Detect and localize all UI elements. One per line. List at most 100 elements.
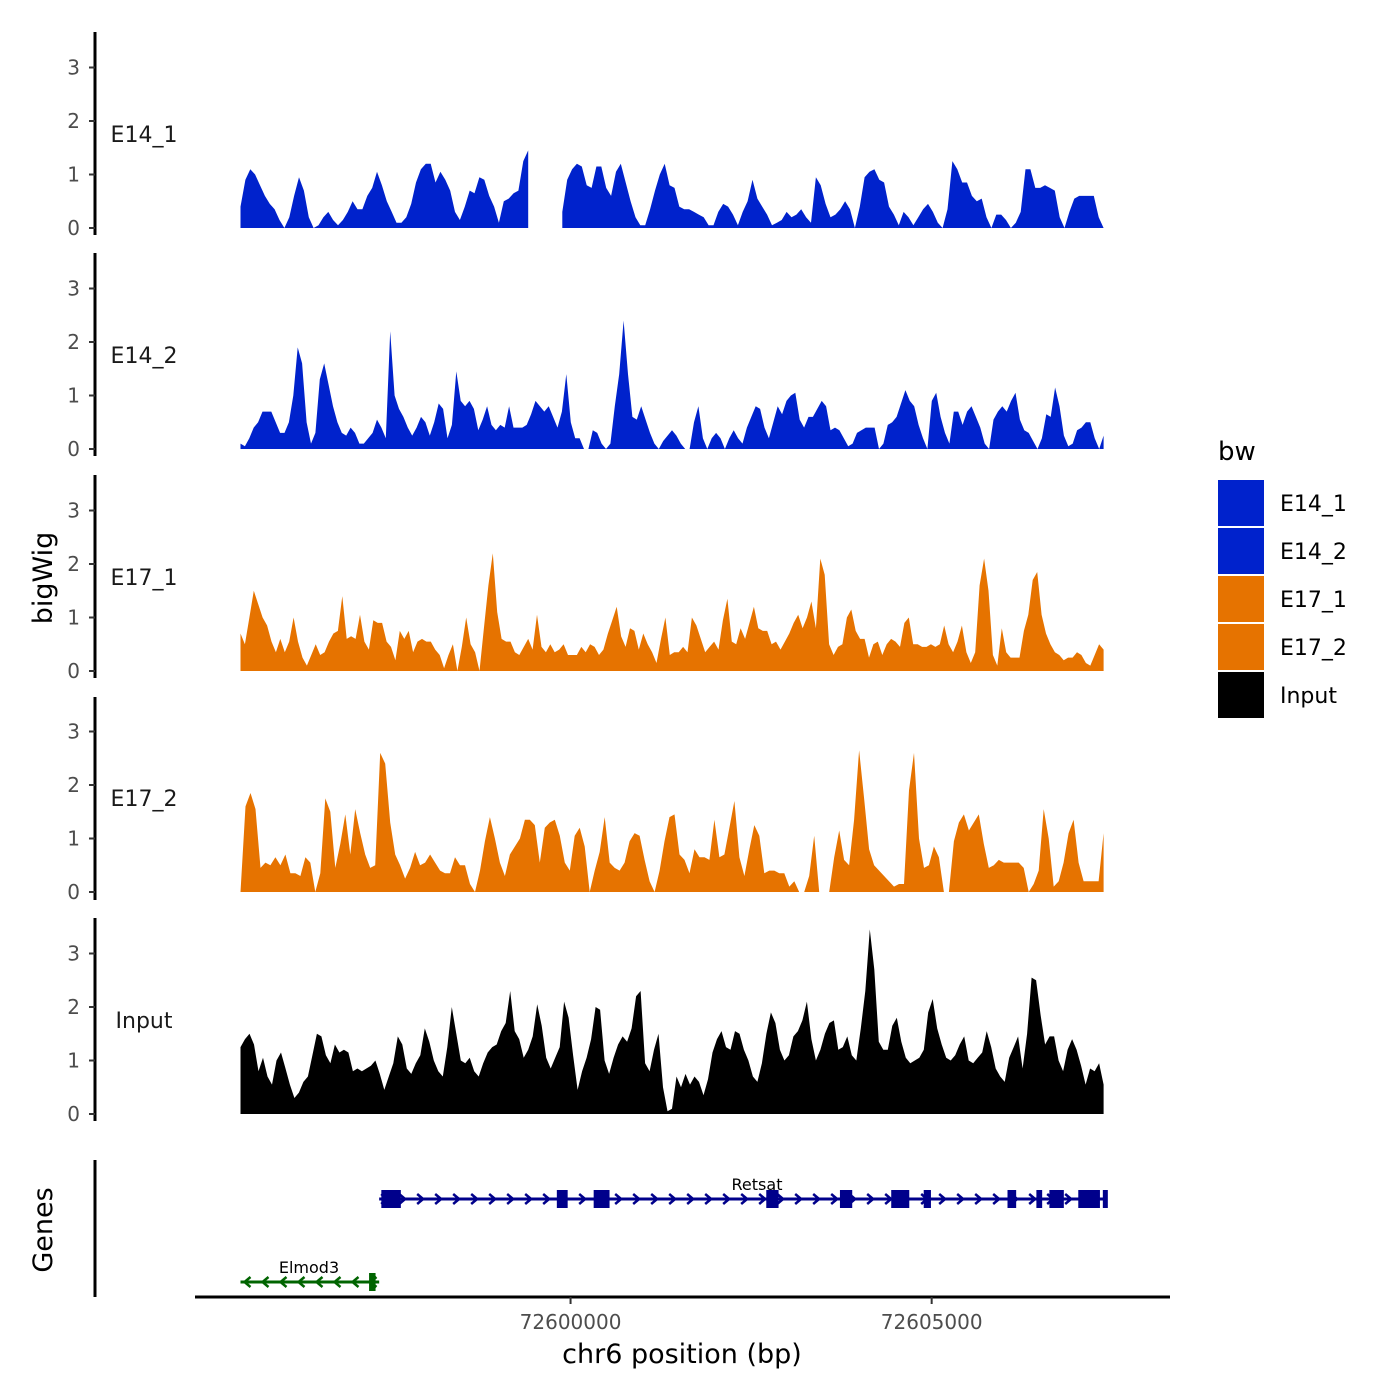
legend-swatch <box>1218 480 1264 526</box>
legend-swatch <box>1218 528 1264 574</box>
strand-arrow <box>974 1193 984 1205</box>
gene-exon <box>1049 1190 1064 1208</box>
legend-items: E14_1 E14_2 E17_1 E17_2 Input <box>1218 480 1347 718</box>
track-Input: 0 1 2 3 Input <box>67 918 1104 1126</box>
gene-exon <box>766 1190 779 1208</box>
track-E17_2: 0 1 2 3 E17_2 <box>67 697 1104 904</box>
track-E17_1: 0 1 2 3 E17_1 <box>67 475 1104 683</box>
strand-arrow <box>992 1193 1002 1205</box>
y-tick-label: 3 <box>67 56 80 80</box>
y-tick-label: 1 <box>67 1049 80 1073</box>
gene-label-elmod3: Elmod3 <box>279 1258 339 1277</box>
y-tick-label: 1 <box>67 827 80 851</box>
y-tick-label: 2 <box>67 109 80 133</box>
gene-exon <box>839 1190 853 1208</box>
strand-arrow <box>398 1193 408 1205</box>
y-tick-label: 3 <box>67 499 80 523</box>
strand-arrow <box>1064 1193 1074 1205</box>
y-ticks: 0 1 2 3 <box>67 499 95 683</box>
legend: bw E14_1 E14_2 E17_1 E17_2 Input <box>1218 437 1347 718</box>
legend-label: E14_1 <box>1280 492 1347 517</box>
legend-swatch <box>1218 624 1264 670</box>
y-tick-label: 3 <box>67 942 80 966</box>
y-ticks: 0 1 2 3 <box>67 277 95 461</box>
strand-arrow <box>524 1193 534 1205</box>
strand-arrow <box>740 1193 750 1205</box>
strand-arrow <box>938 1193 948 1205</box>
strand-arrow <box>506 1193 516 1205</box>
strand-arrow <box>470 1193 480 1205</box>
strand-arrow <box>632 1193 642 1205</box>
strand-arrow <box>278 1276 288 1288</box>
strand-arrow <box>1028 1193 1038 1205</box>
gene-exon <box>1102 1190 1108 1208</box>
strand-arrow <box>242 1276 252 1288</box>
strand-arrow <box>452 1193 462 1205</box>
legend-title: bw <box>1218 437 1256 467</box>
y-ticks: 0 1 2 3 <box>67 942 95 1126</box>
y-tick-label: 0 <box>67 880 80 904</box>
strand-arrow <box>542 1193 552 1205</box>
track-E14_2: 0 1 2 3 E14_2 <box>67 253 1104 461</box>
y-tick-label: 2 <box>67 330 80 354</box>
y-tick-label: 0 <box>67 659 80 683</box>
y-tick-label: 2 <box>67 773 80 797</box>
y-tick-label: 0 <box>67 1102 80 1126</box>
strand-arrow <box>296 1276 306 1288</box>
legend-label: E14_2 <box>1280 540 1347 565</box>
y-tick-label: 0 <box>67 437 80 461</box>
genes-axis-title: Genes <box>28 1187 59 1272</box>
y-tick-label: 1 <box>67 163 80 187</box>
legend-label: E17_1 <box>1280 588 1347 613</box>
strand-arrow <box>416 1193 426 1205</box>
gene-exon <box>556 1190 568 1208</box>
x-tick-label: 72605000 <box>881 1310 983 1334</box>
coverage-area <box>240 150 1104 228</box>
track-label: Input <box>116 1009 173 1034</box>
strand-arrow <box>578 1193 588 1205</box>
gene-exon <box>369 1273 376 1291</box>
strand-arrow <box>794 1193 804 1205</box>
gene-elmod3 <box>240 1273 380 1291</box>
x-axis-title: chr6 position (bp) <box>562 1339 802 1370</box>
legend-swatch <box>1218 576 1264 622</box>
strand-arrow <box>614 1193 624 1205</box>
strand-arrow <box>650 1193 660 1205</box>
strand-arrow <box>956 1193 966 1205</box>
y-tick-label: 1 <box>67 606 80 630</box>
legend-label: Input <box>1280 684 1337 709</box>
gene-exon <box>593 1190 610 1208</box>
strand-arrow <box>314 1276 324 1288</box>
gene-retsat <box>379 1190 1108 1208</box>
strand-arrow <box>260 1276 270 1288</box>
strand-arrow <box>686 1193 696 1205</box>
gene-exon <box>1078 1190 1100 1208</box>
strand-arrow <box>722 1193 732 1205</box>
legend-swatch <box>1218 672 1264 718</box>
strand-arrow <box>866 1193 876 1205</box>
strand-arrow <box>704 1193 714 1205</box>
genes-panel: Genes Retsat Elmod3 <box>28 1160 1108 1297</box>
strand-arrow <box>758 1193 768 1205</box>
strand-arrow <box>776 1193 786 1205</box>
coverage-area <box>240 929 1104 1114</box>
y-ticks: 0 1 2 3 <box>67 56 95 240</box>
y-tick-label: 3 <box>67 720 80 744</box>
y-axis-title: bigWig <box>28 532 59 625</box>
gene-exon <box>1007 1190 1017 1208</box>
y-tick-label: 2 <box>67 995 80 1019</box>
y-tick-label: 0 <box>67 216 80 240</box>
strand-arrow <box>668 1193 678 1205</box>
track-label: E17_1 <box>111 566 178 591</box>
gene-exon <box>381 1190 401 1208</box>
x-ticks: 72600000 72605000 <box>520 1297 983 1334</box>
strand-arrow <box>350 1276 360 1288</box>
gene-label-retsat: Retsat <box>732 1175 783 1194</box>
coverage-area <box>240 553 1104 671</box>
coverage-area <box>240 750 1104 892</box>
gene-exon <box>1036 1190 1043 1208</box>
y-tick-label: 3 <box>67 277 80 301</box>
track-label: E17_2 <box>111 787 178 812</box>
strand-arrow <box>830 1193 840 1205</box>
